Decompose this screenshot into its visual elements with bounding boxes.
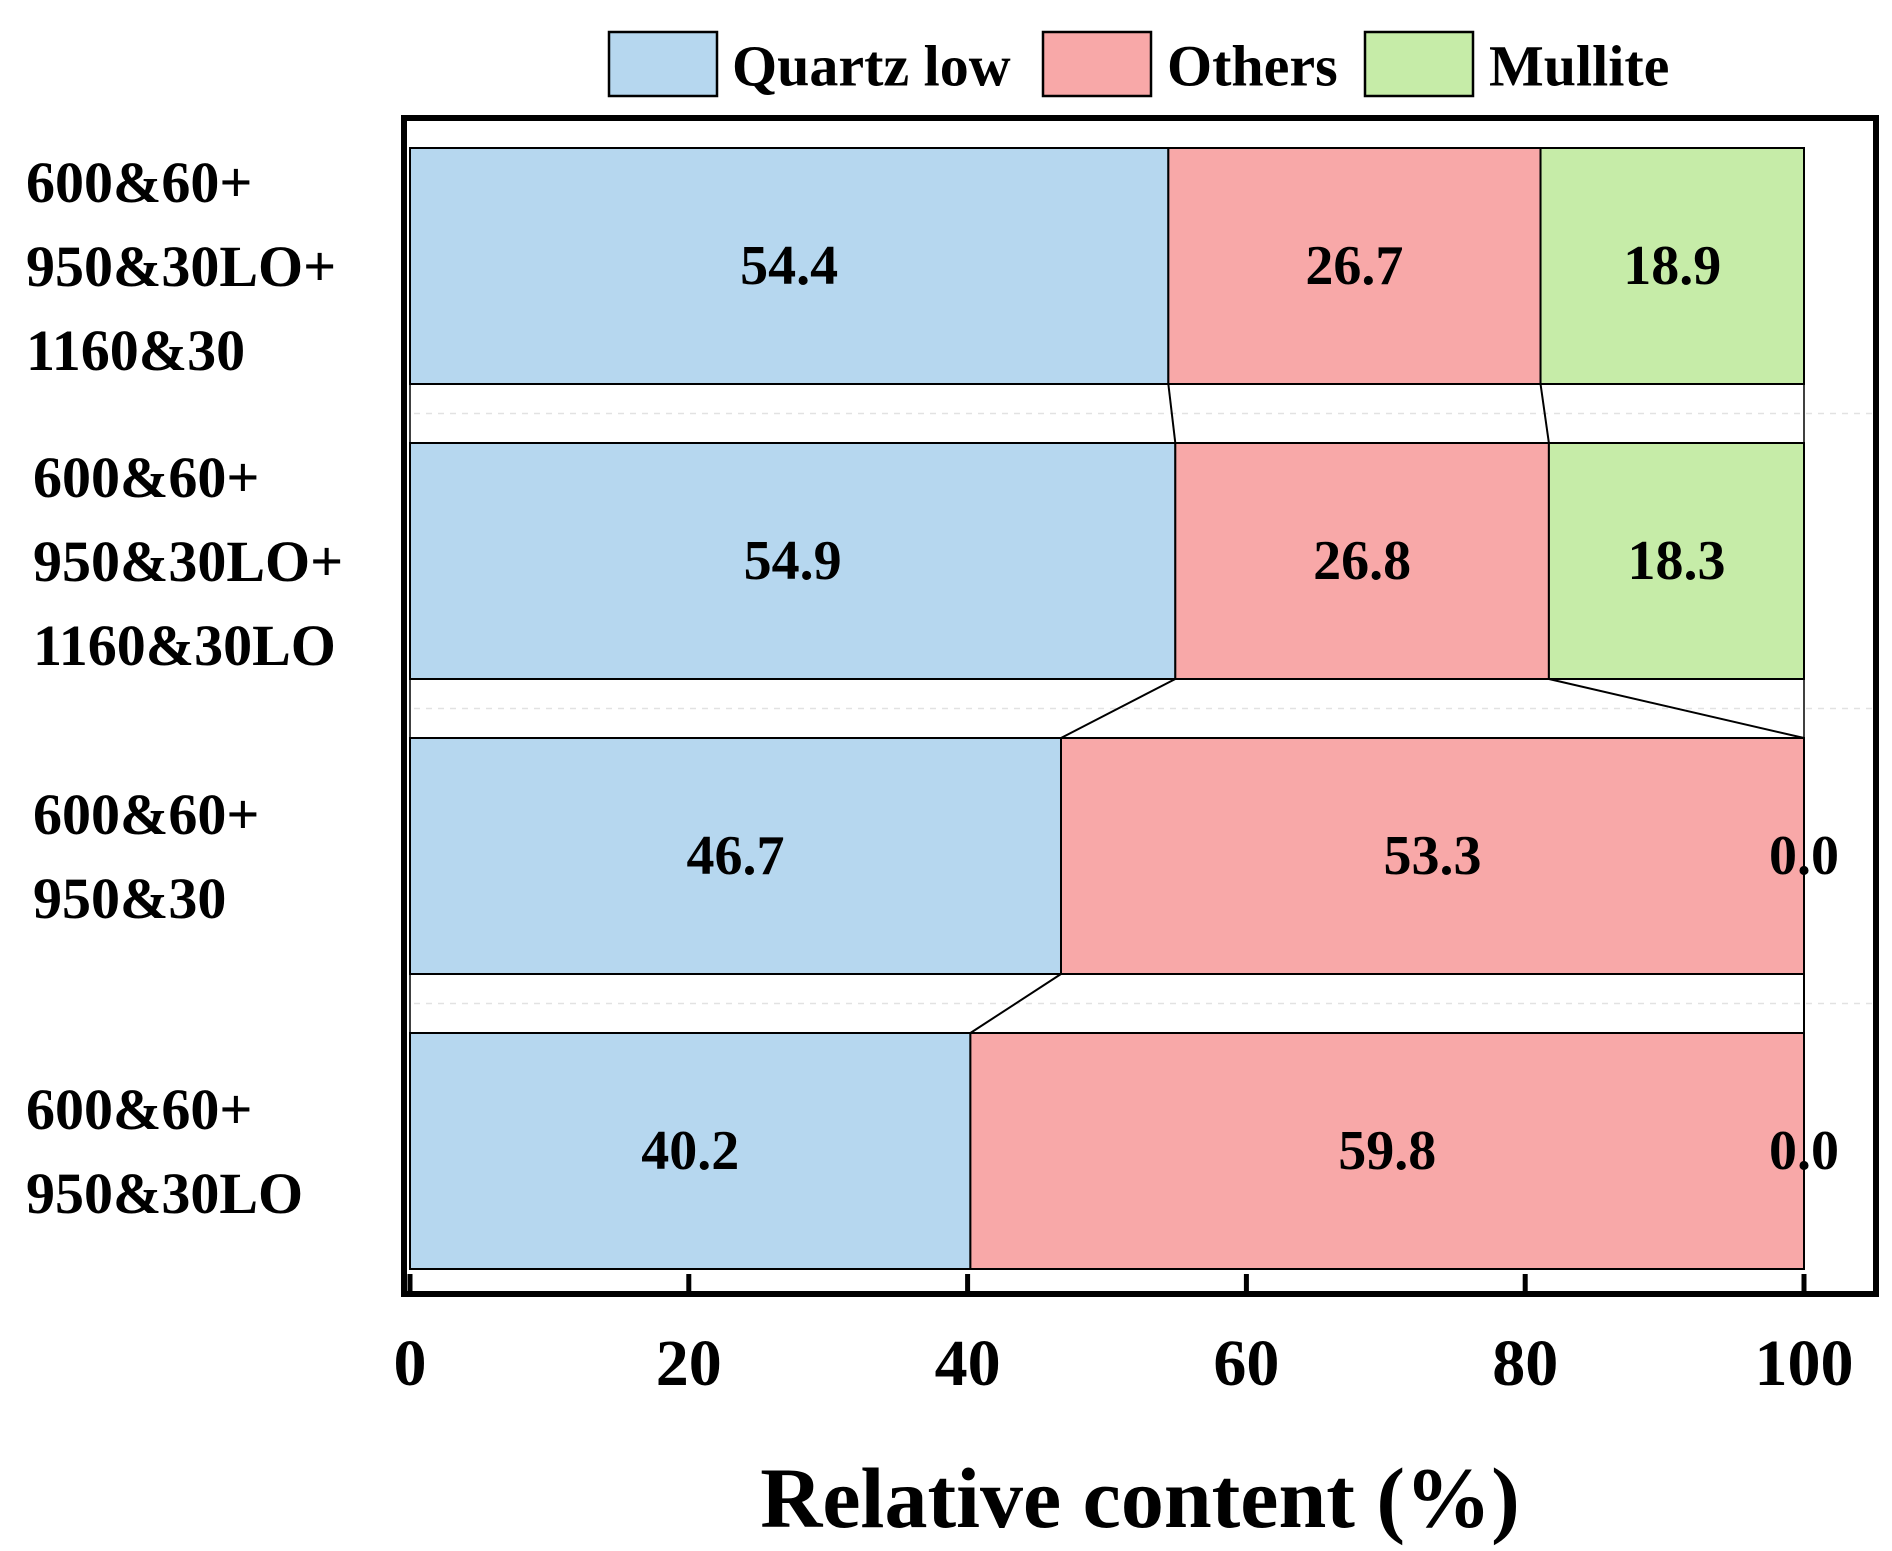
category-label: 600&60+ 950&30 — [33, 782, 259, 931]
connector-line — [1539, 383, 1550, 444]
category-label-line: 600&60+ — [33, 782, 259, 847]
connector-line — [1167, 383, 1177, 444]
legend-swatch — [607, 30, 719, 98]
x-tick-label: 80 — [1492, 1327, 1558, 1400]
category-label-line: 1160&30LO — [33, 613, 336, 678]
legend-swatch — [1041, 30, 1153, 98]
connector-line — [1060, 678, 1176, 739]
category-label-line: 950&30LO+ — [33, 529, 343, 594]
bar-segment — [409, 1032, 972, 1270]
bar-segment — [1174, 442, 1550, 680]
bar-segment — [1059, 737, 1806, 975]
data-label: 54.4 — [740, 235, 838, 297]
data-label: 53.3 — [1383, 825, 1481, 887]
legend-label: Mullite — [1489, 34, 1669, 99]
bar-segment — [409, 737, 1062, 975]
bar-segment — [1539, 147, 1806, 385]
x-axis-title: Relative content (%) — [760, 1450, 1519, 1546]
data-label: 26.8 — [1313, 530, 1411, 592]
bar-segment — [969, 1032, 1805, 1270]
category-label: 600&60+ 950&30LO+ 1160&30 — [26, 150, 336, 383]
legend-swatch — [1363, 30, 1475, 98]
data-label: 26.7 — [1305, 235, 1403, 297]
x-tick-label: 20 — [656, 1327, 722, 1400]
category-label-line: 950&30LO+ — [26, 234, 336, 299]
x-tick-label: 40 — [935, 1327, 1001, 1400]
data-label: 18.3 — [1627, 530, 1725, 592]
data-label: 0.0 — [1769, 1120, 1839, 1182]
category-label-line: 950&30 — [33, 866, 226, 931]
category-label-line: 1160&30 — [26, 318, 245, 383]
data-label: 46.7 — [686, 825, 784, 887]
legend-label: Quartz low — [732, 34, 1011, 99]
data-label: 0.0 — [1769, 825, 1839, 887]
category-label: 600&60+ 950&30LO+ 1160&30LO — [33, 445, 343, 678]
connector-line — [1548, 678, 1805, 739]
category-label-line: 950&30LO — [26, 1161, 303, 1226]
bar-segment — [409, 442, 1177, 680]
bar-segment — [1547, 442, 1805, 680]
category-label-line: 600&60+ — [33, 445, 259, 510]
category-label-line: 600&60+ — [26, 1077, 252, 1142]
data-label: 59.8 — [1338, 1120, 1436, 1182]
data-label: 18.9 — [1623, 235, 1721, 297]
connector-line — [969, 973, 1062, 1034]
legend-label: Others — [1167, 34, 1338, 99]
x-tick-label: 60 — [1213, 1327, 1279, 1400]
data-label: 40.2 — [641, 1120, 739, 1182]
data-label: 54.9 — [744, 530, 842, 592]
category-label-line: 600&60+ — [26, 150, 252, 215]
bar-segment — [409, 147, 1170, 385]
plot-frame — [401, 115, 1879, 1297]
x-tick-label: 0 — [394, 1327, 427, 1400]
category-label: 600&60+ 950&30LO — [26, 1077, 303, 1226]
x-tick-label: 100 — [1755, 1327, 1854, 1400]
